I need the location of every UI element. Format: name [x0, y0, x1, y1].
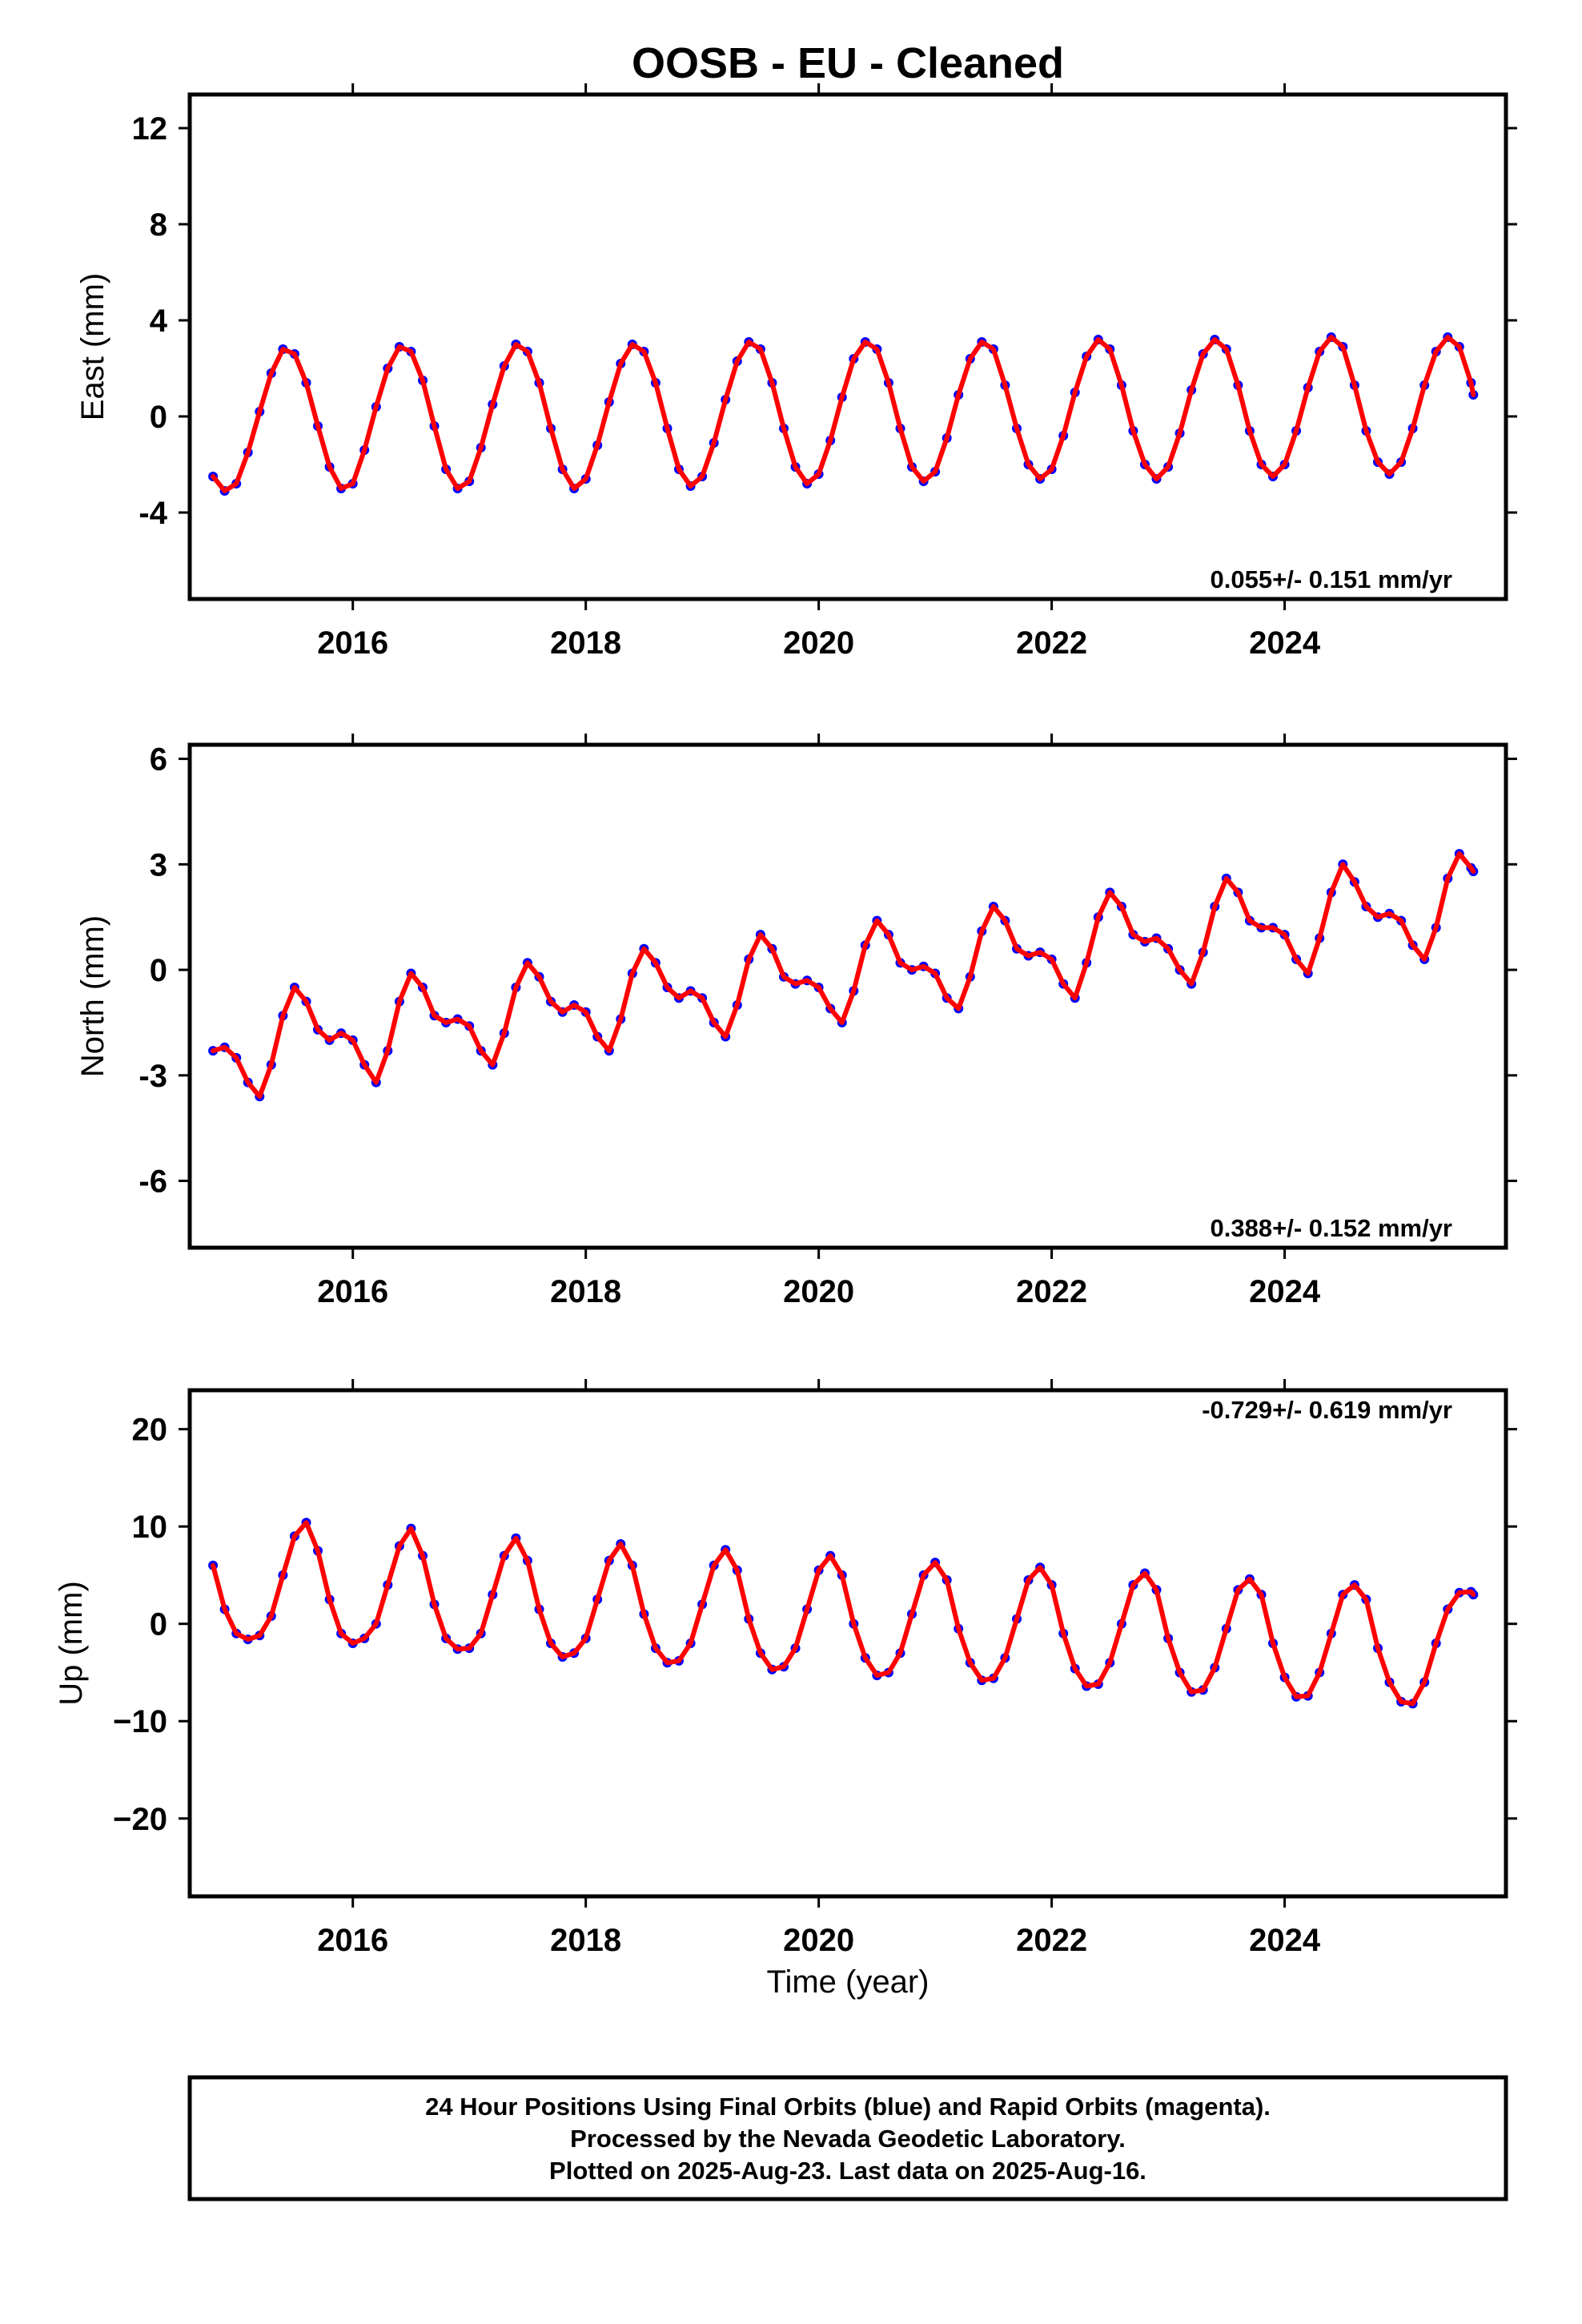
up-y-tick-label: 20 — [132, 1413, 168, 1448]
east-x-tick-label: 2020 — [783, 625, 854, 661]
north-x-tick-label: 2020 — [783, 1274, 854, 1309]
east-x-tick-label: 2016 — [317, 625, 388, 661]
up-x-tick-label: 2016 — [317, 1923, 388, 1958]
up-y-tick-label: 10 — [132, 1510, 168, 1545]
east-frame — [187, 92, 1508, 601]
east-x-tick-label: 2024 — [1249, 625, 1321, 661]
north-x-tick-label: 2016 — [317, 1274, 388, 1309]
east-x-tick-label: 2022 — [1016, 625, 1087, 661]
north-y-tick-label: -3 — [139, 1059, 167, 1094]
chart-title: OOSB - EU - Cleaned — [632, 39, 1064, 87]
east-x-tick-label: 2018 — [550, 625, 621, 661]
north-y-tick-label: 3 — [150, 847, 167, 883]
footer-line-2: Processed by the Nevada Geodetic Laborat… — [570, 2125, 1126, 2153]
up-x-tick-label: 2022 — [1016, 1923, 1087, 1958]
north-x-tick-label: 2022 — [1016, 1274, 1087, 1309]
up-x-tick-label: 2018 — [550, 1923, 621, 1958]
north-x-tick-label: 2024 — [1249, 1274, 1321, 1309]
north-rate-label: 0.388+/- 0.152 mm/yr — [1211, 1214, 1452, 1242]
north-y-tick-label: -6 — [139, 1164, 167, 1200]
up-rate-label: -0.729+/- 0.619 mm/yr — [1202, 1396, 1452, 1424]
north-frame — [187, 742, 1508, 1250]
east-ticks: 2016 2018 2020 2022 2024 -4 0 4 8 12 — [132, 83, 1517, 661]
north-panel: 2016 2018 2020 2022 2024 -6 -3 0 3 6 North (mm) 0… — [75, 734, 1517, 1309]
up-frame — [187, 1388, 1508, 1899]
north-scatter — [208, 849, 1479, 1102]
up-x-tick-label: 2020 — [783, 1923, 854, 1958]
east-model-curve — [211, 335, 1476, 493]
footer-frame — [187, 2075, 1508, 2201]
east-ylabel: East (mm) — [75, 273, 110, 420]
up-model-curve — [211, 1520, 1476, 1707]
up-y-tick-label: −20 — [113, 1802, 167, 1837]
up-x-tick-label: 2024 — [1249, 1923, 1321, 1958]
east-y-tick-label: 8 — [150, 207, 167, 243]
up-model-line — [211, 1520, 1476, 1707]
north-model-line — [211, 851, 1476, 1100]
east-y-tick-label: 0 — [150, 400, 167, 435]
east-model-line — [211, 335, 1476, 493]
footer-line-3: Plotted on 2025-Aug-23. Last data on 202… — [549, 2157, 1146, 2185]
north-model-curve — [211, 851, 1476, 1100]
east-y-tick-label: -4 — [139, 496, 167, 531]
east-rate-label: 0.055+/- 0.151 mm/yr — [1211, 565, 1452, 593]
east-scatter — [208, 332, 1479, 496]
up-y-tick-label: 0 — [150, 1607, 167, 1642]
north-x-tick-label: 2018 — [550, 1274, 621, 1309]
x-axis-title: Time (year) — [767, 1964, 930, 2000]
up-ylabel: Up (mm) — [54, 1581, 89, 1706]
footer-line-1: 24 Hour Positions Using Final Orbits (bl… — [425, 2093, 1271, 2121]
north-y-tick-label: 6 — [150, 742, 167, 778]
east-panel: 2016 2018 2020 2022 2024 -4 0 4 8 12 East (mm) 0.… — [75, 83, 1517, 661]
footer-box: 24 Hour Positions Using Final Orbits (bl… — [187, 2075, 1508, 2201]
north-y-tick-label: 0 — [150, 953, 167, 988]
up-y-tick-label: −10 — [113, 1704, 167, 1739]
east-y-tick-label: 4 — [150, 304, 168, 339]
up-ticks: 2016 2018 2020 2022 2024 −20 −10 0 10 20 — [113, 1379, 1517, 1958]
north-ticks: 2016 2018 2020 2022 2024 -6 -3 0 3 6 — [139, 734, 1517, 1309]
east-y-tick-label: 12 — [132, 111, 168, 147]
north-ylabel: North (mm) — [75, 915, 110, 1077]
